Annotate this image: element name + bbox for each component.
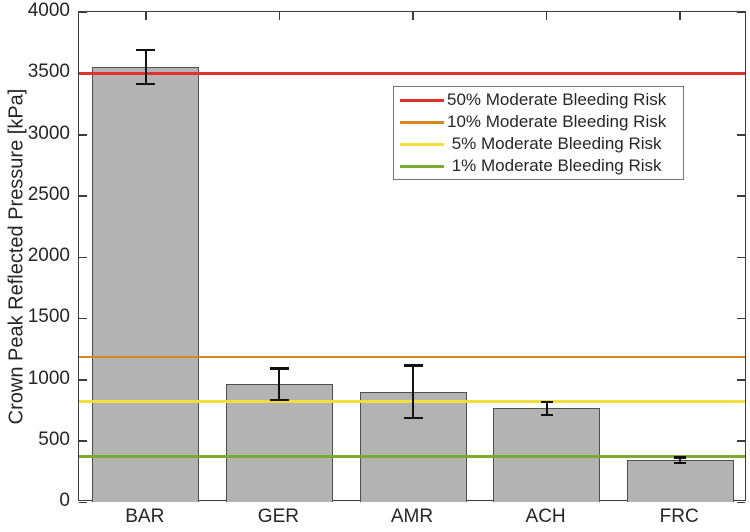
- y-tick-mark: [79, 501, 87, 503]
- y-tick-label: 500: [38, 428, 70, 450]
- plot-area: [78, 11, 746, 503]
- threshold-line-1pct: [79, 455, 745, 458]
- y-tick-label: 2000: [27, 245, 70, 266]
- y-tick-mark: [79, 317, 87, 320]
- threshold-line-10pct: [79, 355, 745, 359]
- x-tick-label: FRC: [659, 506, 699, 527]
- error-bar-ach-cap-bottom: [540, 413, 553, 417]
- y-tick-label: 1000: [27, 367, 70, 389]
- y-tick-label: 3500: [27, 61, 70, 83]
- legend-label: 1% Moderate Bleeding Risk: [447, 156, 662, 175]
- x-tick-label: BAR: [125, 506, 165, 527]
- y-tick-label: 0: [59, 490, 70, 511]
- y-tick-mark: [79, 195, 87, 197]
- y-tick-mark-right: [737, 256, 745, 258]
- legend-box: 50% Moderate Bleeding Risk 10% Moderate …: [393, 86, 684, 180]
- y-tick-label: 4000: [27, 0, 70, 21]
- error-bar-ach: [545, 401, 548, 416]
- error-bar-amr-cap-top: [403, 364, 423, 367]
- legend-line-yellow: [400, 142, 444, 146]
- error-bar-amr: [412, 365, 414, 419]
- error-bar-frc-cap-bottom: [674, 461, 687, 465]
- legend-line-red: [400, 98, 444, 102]
- y-tick-label: 1500: [27, 306, 70, 328]
- error-bar-bar-cap-bottom: [136, 82, 156, 86]
- x-tick-mark-top: [278, 12, 281, 20]
- legend-entry-5pct: 5% Moderate Bleeding Risk: [394, 133, 683, 155]
- legend-entry-50pct: 50% Moderate Bleeding Risk: [394, 89, 683, 111]
- y-tick-label: 2500: [27, 183, 70, 205]
- error-bar-ger: [278, 368, 281, 401]
- y-tick-mark-right: [737, 501, 745, 503]
- error-bar-ger-cap-bottom: [269, 398, 289, 402]
- bar-frc: [626, 460, 734, 502]
- legend-line-orange: [400, 120, 444, 124]
- legend-entry-10pct: 10% Moderate Bleeding Risk: [394, 111, 683, 133]
- x-tick-label: AMR: [390, 506, 434, 527]
- error-bar-ach-cap-top: [540, 400, 553, 404]
- y-tick-mark: [79, 379, 87, 381]
- y-tick-mark: [79, 256, 87, 258]
- x-tick-mark-top: [412, 12, 414, 20]
- y-tick-mark: [79, 440, 87, 442]
- y-tick-mark-right: [737, 440, 745, 442]
- legend-label: 50% Moderate Bleeding Risk: [447, 90, 667, 109]
- legend-label: 5% Moderate Bleeding Risk: [447, 134, 662, 153]
- y-tick-mark: [79, 134, 87, 136]
- error-bar-ger-cap-top: [269, 367, 289, 370]
- bar-amr: [359, 391, 467, 502]
- x-tick-mark-top: [145, 12, 147, 20]
- x-tick-mark-top: [545, 12, 548, 20]
- bar-bar: [92, 67, 200, 502]
- legend-label: 10% Moderate Bleeding Risk: [447, 112, 667, 131]
- legend-entry-1pct: 1% Moderate Bleeding Risk: [394, 155, 683, 177]
- threshold-line-50pct: [79, 72, 745, 75]
- error-bar-bar-cap-top: [136, 48, 156, 52]
- y-tick-mark-right: [737, 11, 745, 13]
- legend-line-green: [400, 164, 444, 168]
- y-tick-mark-right: [737, 134, 745, 136]
- error-bar-frc: [679, 457, 682, 464]
- x-tick-label: GER: [257, 506, 299, 527]
- error-bar-frc-cap-top: [674, 456, 687, 459]
- x-tick-label: ACH: [525, 506, 566, 527]
- x-tick-mark-top: [679, 12, 681, 20]
- y-tick-label: 3000: [27, 122, 70, 144]
- y-tick-mark-right: [737, 195, 745, 197]
- error-bar-amr-cap-bottom: [403, 416, 423, 420]
- y-tick-mark-right: [737, 379, 745, 381]
- y-tick-mark-right: [737, 317, 745, 320]
- y-tick-mark: [79, 11, 87, 13]
- error-bar-bar: [144, 49, 147, 85]
